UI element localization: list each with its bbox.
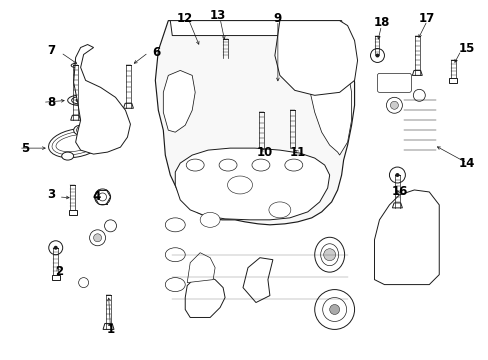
Circle shape [388,167,405,183]
Polygon shape [71,115,81,120]
Ellipse shape [165,278,185,292]
Polygon shape [123,103,133,108]
Circle shape [395,173,399,177]
Bar [448,78,456,84]
Polygon shape [185,276,224,318]
Ellipse shape [165,248,185,262]
Text: 17: 17 [418,12,434,25]
Text: 18: 18 [372,16,389,29]
Circle shape [49,241,62,255]
Circle shape [54,246,58,250]
Ellipse shape [72,97,85,104]
Polygon shape [274,21,357,95]
Ellipse shape [268,57,286,72]
Polygon shape [103,323,114,329]
Circle shape [370,49,384,62]
Ellipse shape [255,45,299,84]
Polygon shape [243,258,272,302]
Ellipse shape [268,202,290,218]
Ellipse shape [251,159,269,171]
Circle shape [79,278,88,288]
Circle shape [389,101,398,109]
Ellipse shape [76,99,81,102]
Circle shape [412,89,425,101]
Ellipse shape [320,244,338,266]
Text: 6: 6 [152,46,160,59]
Text: 15: 15 [458,42,474,55]
Polygon shape [374,190,438,285]
Text: 10: 10 [256,145,272,159]
Text: 11: 11 [289,145,305,159]
Polygon shape [170,21,344,36]
Bar [221,58,228,63]
Bar [373,55,380,60]
Circle shape [99,193,106,201]
Text: 8: 8 [47,96,56,109]
Polygon shape [187,253,215,283]
Circle shape [93,234,102,242]
Circle shape [94,189,110,205]
Ellipse shape [67,95,89,105]
Polygon shape [309,50,351,155]
Ellipse shape [200,212,220,227]
Bar [52,275,60,280]
Text: 14: 14 [458,157,474,170]
Circle shape [89,230,105,246]
Polygon shape [155,21,354,225]
Ellipse shape [257,110,266,115]
Text: 16: 16 [390,185,407,198]
Ellipse shape [261,50,294,78]
Circle shape [194,51,206,63]
Text: 1: 1 [106,323,114,336]
Circle shape [271,58,283,71]
Circle shape [314,289,354,329]
Ellipse shape [288,108,297,113]
Ellipse shape [285,159,302,171]
Circle shape [386,97,402,113]
FancyBboxPatch shape [377,73,410,92]
Ellipse shape [52,132,99,155]
Polygon shape [74,45,130,154]
Circle shape [104,220,116,232]
Ellipse shape [219,159,237,171]
Ellipse shape [48,129,102,158]
Ellipse shape [71,63,80,67]
Bar [68,210,77,215]
Ellipse shape [56,135,95,152]
Text: 7: 7 [47,44,56,57]
Polygon shape [175,148,329,220]
Polygon shape [411,71,422,75]
Text: 13: 13 [209,9,226,22]
Circle shape [323,249,335,261]
Circle shape [205,66,215,75]
Polygon shape [163,71,195,132]
Text: 12: 12 [177,12,193,25]
Ellipse shape [227,176,252,194]
Circle shape [329,305,339,315]
Ellipse shape [186,159,203,171]
Polygon shape [392,203,402,208]
Ellipse shape [314,237,344,272]
Text: 3: 3 [47,188,56,202]
Text: 2: 2 [55,265,62,278]
Ellipse shape [74,125,87,135]
Text: 4: 4 [92,190,101,203]
Circle shape [77,126,84,134]
Text: 5: 5 [20,141,29,155]
Ellipse shape [61,152,74,160]
Ellipse shape [165,218,185,232]
Text: 9: 9 [273,12,282,25]
Circle shape [375,54,379,58]
Circle shape [322,298,346,321]
